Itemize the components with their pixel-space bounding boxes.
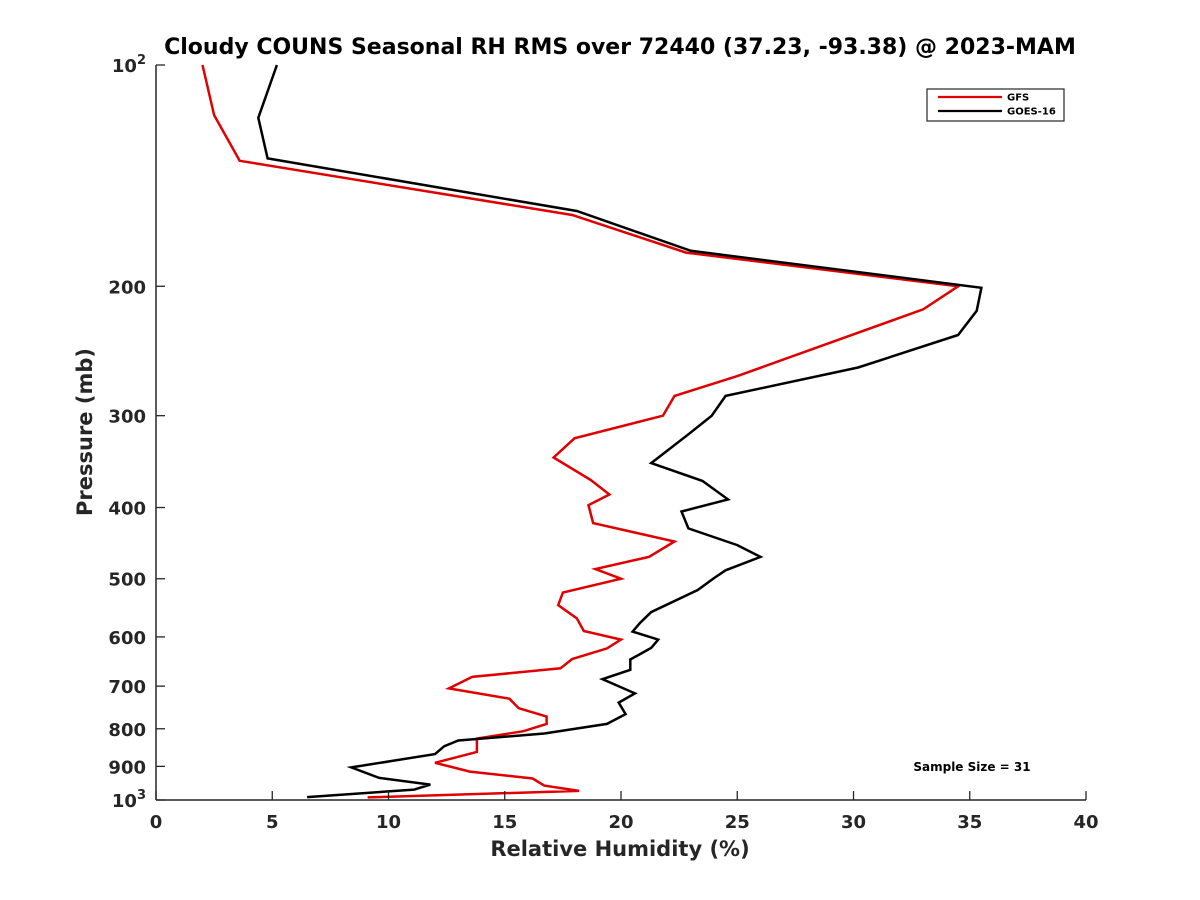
- y-tick-label: 200: [108, 277, 146, 298]
- x-axis-label: Relative Humidity (%): [490, 837, 749, 861]
- y-tick-label: 102: [112, 53, 146, 77]
- y-tick-label: 700: [108, 677, 146, 698]
- plot-area: [156, 65, 1086, 800]
- y-tick-label: 600: [108, 628, 146, 649]
- y-tick-label: 900: [108, 757, 146, 778]
- y-tick-label: 400: [108, 499, 146, 520]
- y-tick-label: 300: [108, 407, 146, 428]
- y-axis-label: Pressure (mb): [73, 348, 97, 516]
- x-axis-ticks: 0 5 10 15 20 25 30 35 40: [150, 791, 1099, 833]
- y-tick-label: 800: [108, 720, 146, 741]
- legend-box: [926, 88, 1065, 122]
- x-tick-label: 35: [957, 812, 982, 833]
- legend-label-goes16: GOES-16: [1007, 107, 1056, 118]
- chart-title: Cloudy COUNS Seasonal RH RMS over 72440 …: [164, 35, 1076, 60]
- series-layer: [201, 64, 983, 799]
- y-tick-label: 500: [108, 570, 146, 591]
- x-tick-label: 20: [608, 812, 633, 833]
- x-tick-label: 15: [492, 812, 517, 833]
- legend-label-gfs: GFS: [1007, 93, 1029, 104]
- series-goes16: [257, 64, 983, 799]
- y-axis-ticks: 102 200 300 400 500 600 700 800 900 103: [108, 53, 165, 812]
- legend: GFS GOES-16: [926, 88, 1065, 122]
- x-tick-label: 0: [150, 812, 163, 833]
- x-tick-label: 25: [725, 812, 750, 833]
- x-tick-label: 40: [1073, 812, 1098, 833]
- x-tick-label: 30: [841, 812, 866, 833]
- x-tick-label: 5: [266, 812, 279, 833]
- y-tick-label: 103: [112, 788, 146, 812]
- sample-size-annotation: Sample Size = 31: [913, 760, 1030, 774]
- x-tick-label: 10: [376, 812, 401, 833]
